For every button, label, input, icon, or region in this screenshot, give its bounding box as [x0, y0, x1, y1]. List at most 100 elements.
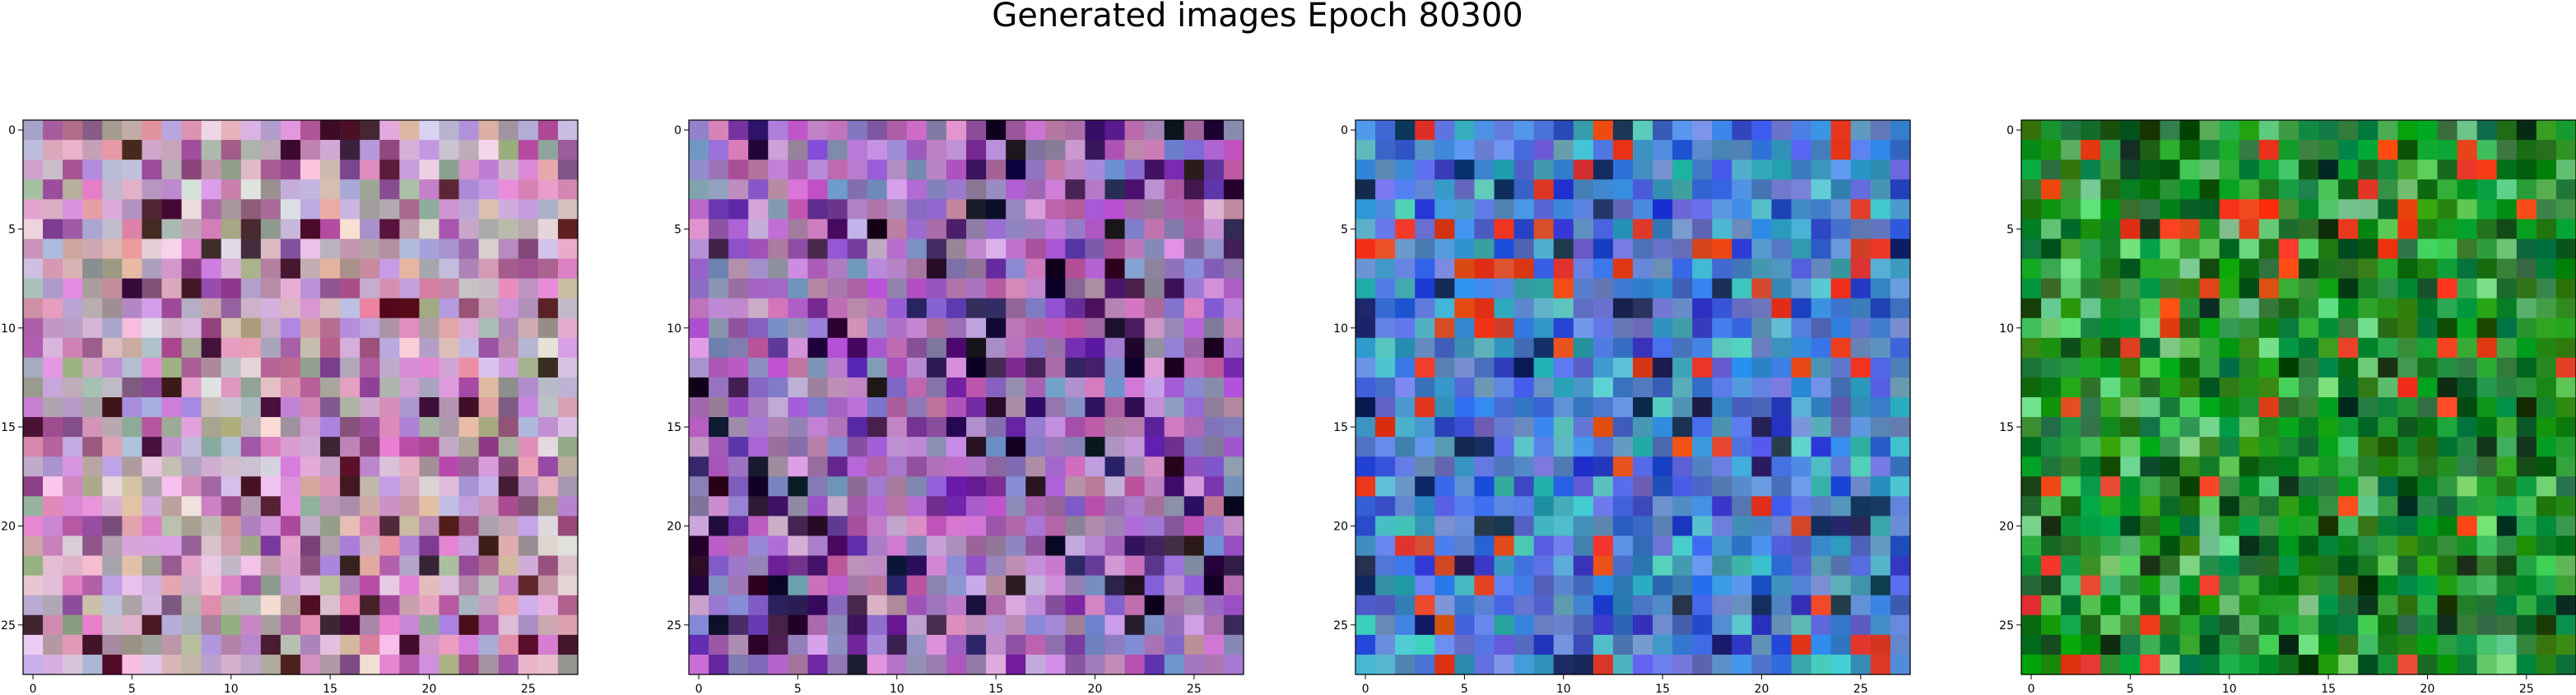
pixel-cell — [2338, 575, 2359, 596]
pixel-cell — [2516, 417, 2537, 438]
pixel-cell — [1434, 595, 1455, 616]
pixel-cell — [1771, 456, 1793, 477]
pixel-cell — [2199, 437, 2220, 457]
pixel-cell — [1870, 555, 1891, 577]
pixel-cell — [1375, 357, 1396, 378]
pixel-cell — [1672, 614, 1693, 636]
pixel-cell — [1025, 397, 1046, 418]
pixel-cell — [82, 120, 103, 141]
pixel-cell — [1045, 120, 1066, 141]
pixel-cell — [2476, 239, 2498, 260]
pixel-cell — [161, 160, 183, 180]
pixel-cell — [1164, 496, 1185, 517]
pixel-cell — [439, 417, 460, 438]
pixel-cell — [1890, 476, 1911, 497]
x-tick-label: 25 — [1187, 683, 1202, 695]
pixel-cell — [498, 535, 519, 557]
pixel-cell — [768, 377, 788, 398]
y-tick-label: 15 — [1333, 421, 1348, 434]
pixel-cell — [201, 417, 222, 438]
pixel-cell — [1124, 397, 1146, 418]
pixel-cell — [2160, 476, 2181, 497]
pixel-cell — [82, 219, 103, 240]
pixel-cell — [2239, 595, 2260, 616]
y-tick-label: 10 — [1999, 322, 2014, 336]
pixel-cell — [360, 614, 380, 636]
pixel-cell — [748, 278, 769, 299]
pixel-cell — [2417, 357, 2439, 378]
pixel-cell — [2397, 417, 2419, 438]
pixel-cell — [986, 496, 1007, 517]
pixel-cell — [300, 614, 321, 636]
pixel-cell — [379, 160, 400, 180]
pixel-cell — [1395, 377, 1416, 398]
figure-title: Generated images Epoch 80300 — [992, 0, 1523, 35]
pixel-cell — [847, 535, 868, 557]
pixel-cell — [102, 456, 123, 477]
pixel-cell — [419, 179, 440, 200]
pixel-cell — [201, 595, 222, 616]
pixel-cell — [2140, 535, 2161, 557]
pixel-cell — [23, 317, 44, 339]
pixel-cell — [2278, 298, 2299, 319]
pixel-cell — [320, 120, 341, 141]
pixel-cell — [1653, 258, 1673, 280]
pixel-cell — [1355, 258, 1376, 280]
pixel-cell — [1870, 298, 1891, 319]
pixel-cell — [2199, 595, 2220, 616]
pixel-cell — [63, 298, 83, 319]
pixel-cell — [280, 595, 301, 616]
pixel-cell — [1672, 258, 1693, 280]
pixel-cell — [419, 258, 440, 280]
pixel-cell — [439, 654, 460, 675]
pixel-cell — [906, 634, 928, 656]
pixel-cell — [181, 278, 202, 299]
pixel-cell — [1612, 317, 1634, 339]
pixel-cell — [2417, 437, 2439, 457]
pixel-cell — [498, 317, 519, 339]
pixel-cell — [1395, 496, 1416, 517]
pixel-cell — [2476, 120, 2498, 141]
pixel-cell — [1025, 555, 1046, 577]
pixel-cell — [1533, 179, 1555, 200]
pixel-cell — [2081, 239, 2101, 260]
pixel-cell — [2338, 278, 2359, 299]
pixel-cell — [439, 317, 460, 339]
pixel-cell — [439, 535, 460, 557]
pixel-cell — [788, 437, 809, 457]
pixel-cell — [1474, 496, 1495, 517]
pixel-cell — [768, 140, 788, 160]
pixel-cell — [518, 634, 539, 656]
pixel-cell — [926, 239, 947, 260]
pixel-cell — [966, 654, 987, 675]
pixel-cell — [1712, 377, 1732, 398]
pixel-cell — [537, 179, 559, 200]
pixel-cell — [1751, 120, 1773, 141]
pixel-cell — [240, 160, 262, 180]
pixel-cell — [1672, 575, 1693, 596]
pixel-cell — [986, 535, 1007, 557]
pixel-cell — [906, 456, 928, 477]
pixel-cell — [1830, 140, 1852, 160]
pixel-cell — [419, 496, 440, 517]
pixel-cell — [240, 634, 262, 656]
pixel-cell — [2378, 516, 2398, 537]
pixel-cell — [1355, 634, 1376, 656]
pixel-cell — [1025, 654, 1046, 675]
pixel-cell — [748, 397, 769, 418]
pixel-cell — [1593, 160, 1614, 180]
pixel-cell — [1434, 317, 1455, 339]
pixel-cell — [1732, 456, 1753, 477]
pixel-cell — [82, 575, 103, 596]
pixel-cell — [557, 417, 579, 438]
pixel-cell — [1375, 456, 1396, 477]
pixel-cell — [1375, 179, 1396, 200]
pixel-cell — [478, 239, 500, 260]
pixel-cell — [867, 179, 888, 200]
pixel-cell — [2318, 160, 2339, 180]
pixel-cell — [2536, 614, 2557, 636]
pixel-cell — [728, 160, 749, 180]
pixel-cell — [1045, 278, 1066, 299]
pixel-cell — [399, 317, 421, 339]
